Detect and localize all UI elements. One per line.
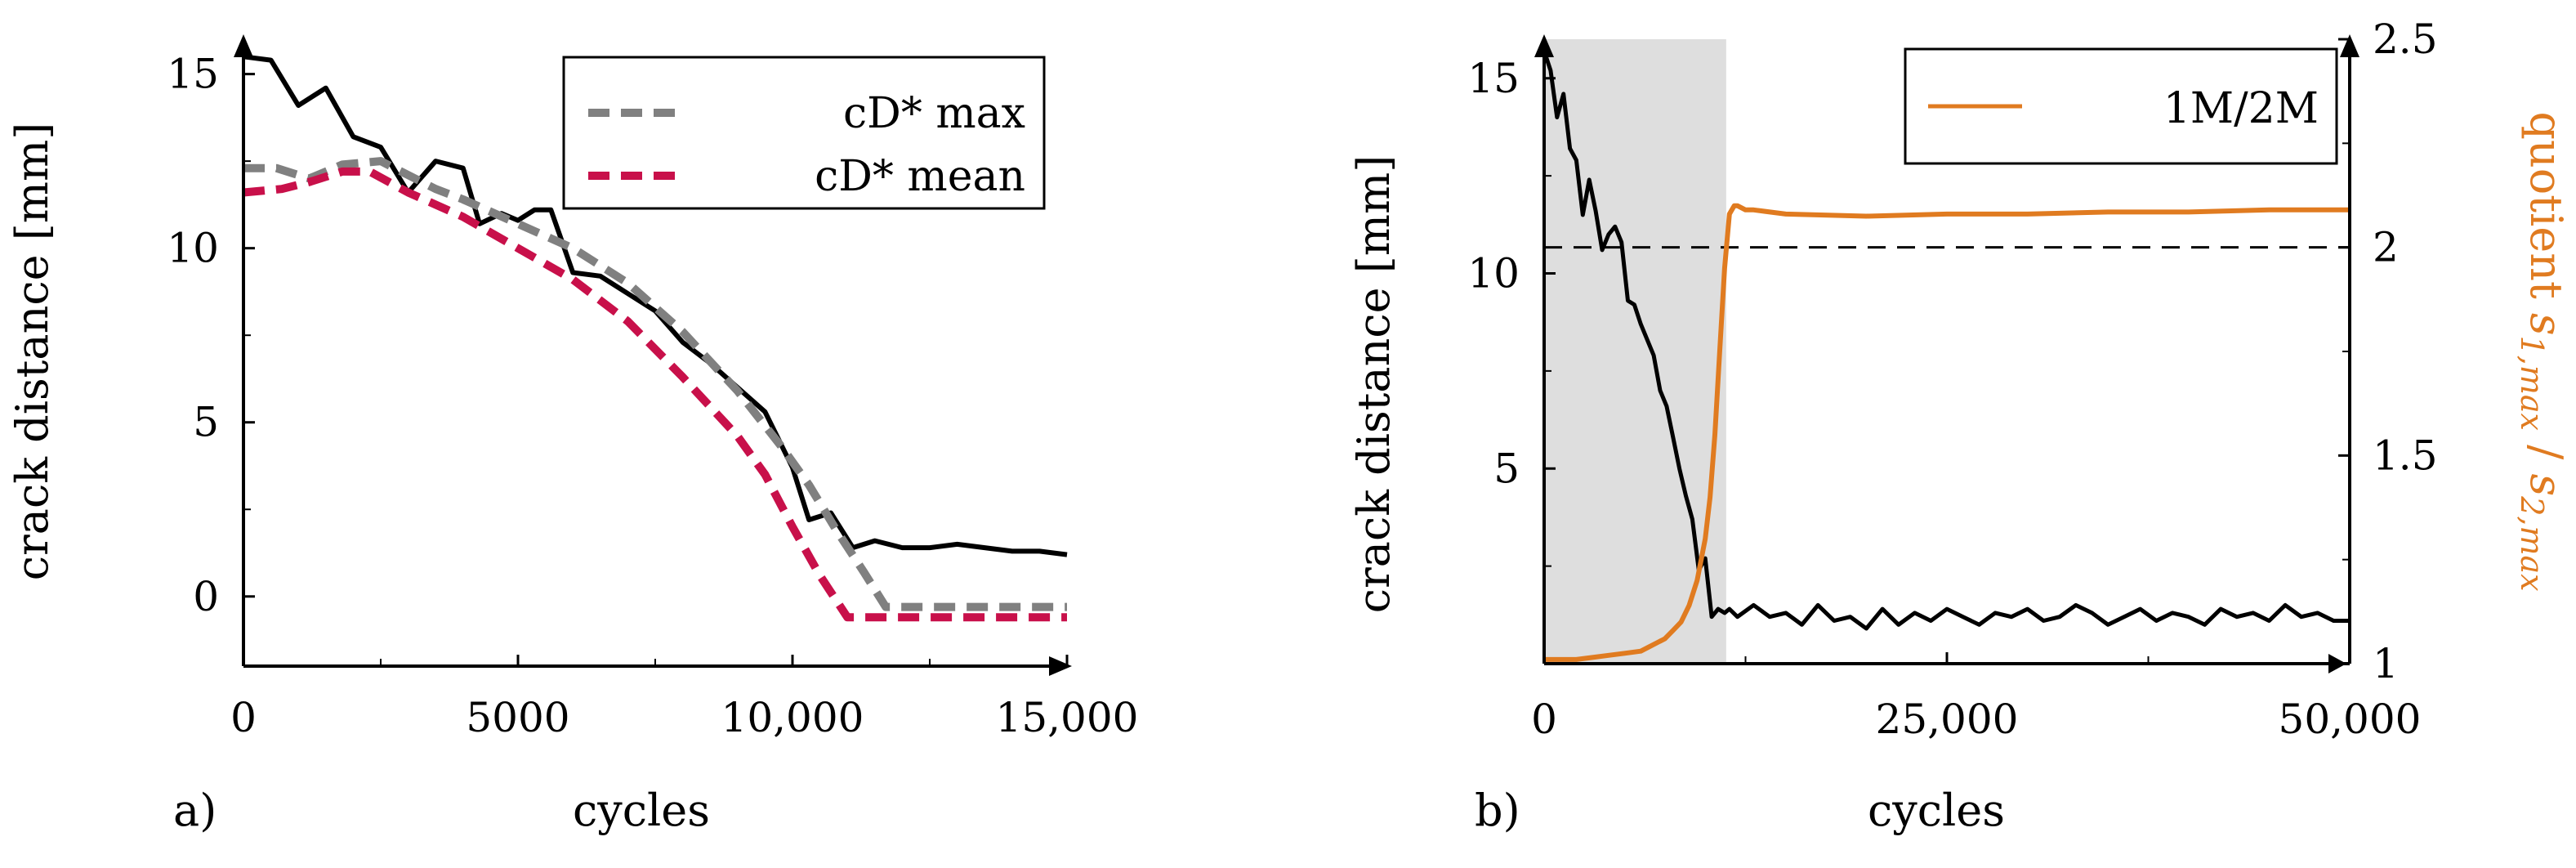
- a-legend-box: [562, 56, 1046, 210]
- b-series-line-1: [1544, 203, 2350, 662]
- b-y2-label-part-slash: /: [2520, 431, 2572, 474]
- a-x-tick-label: 10,000: [721, 694, 864, 741]
- b-axes: [1534, 34, 2359, 673]
- a-legend-label-max: cD* max: [843, 89, 1025, 138]
- b-x-tick-label: 25,000: [1876, 696, 2019, 743]
- b-y2-label-part-sub2: 2,max: [2514, 495, 2550, 591]
- a-x-axis-label: cycles: [573, 785, 710, 836]
- a-series-group: [243, 54, 1068, 622]
- a-y-axis-label: crack distance [mm]: [7, 123, 58, 581]
- a-legend: cD* max cD* mean: [562, 56, 1046, 210]
- b-legend-label-quotient: 1M/2M: [2163, 84, 2319, 133]
- a-y-tick-label: 5: [193, 399, 219, 446]
- a-x-axis-arrow: [1049, 656, 1072, 676]
- b-y2-tick-label: 2: [2373, 224, 2399, 271]
- b-x-tick-label: 50,000: [2279, 696, 2422, 743]
- a-series-line-1: [243, 157, 1067, 611]
- b-x-tick-label: 0: [1531, 696, 1557, 743]
- b-x-axis-arrow: [2328, 654, 2346, 673]
- a-y-tick-label: 0: [193, 573, 219, 620]
- b-y2-label-part-sub1: 1,max: [2514, 336, 2550, 431]
- b-y-axis-arrow: [1534, 34, 1554, 57]
- b-y2-label-part-quotient: quotient: [2520, 111, 2572, 312]
- b-y-tick-label: 10: [1467, 250, 1520, 298]
- b-panel-label: b): [1475, 785, 1520, 836]
- b-y-axis-label: crack distance [mm]: [1348, 155, 1400, 614]
- a-x-tick-label: 5000: [466, 694, 569, 741]
- a-series-line-2: [243, 167, 1067, 622]
- b-legend: 1M/2M: [1904, 47, 2338, 165]
- b-y-tick-label: 5: [1493, 445, 1520, 492]
- b-y2-tick-label: 2.5: [2373, 16, 2438, 63]
- b-tick-labels: 0 25,000 50,000 5 10 15 1 1.5 2 2.5: [1467, 16, 2437, 743]
- a-tick-labels: 0 5000 10,000 15,000 0 5 10 15: [167, 51, 1138, 741]
- b-y2-axis-arrow: [2340, 34, 2359, 57]
- a-x-tick-label: 0: [230, 694, 257, 741]
- a-legend-label-mean: cD* mean: [815, 152, 1025, 201]
- b-y2-axis-label: quotient s1,max / s2,max: [2514, 111, 2572, 591]
- b-y2-tick-label: 1.5: [2373, 432, 2438, 479]
- a-panel-label: a): [173, 785, 217, 836]
- a-series-line-0: [243, 54, 1068, 557]
- b-y-tick-label: 15: [1467, 55, 1520, 102]
- b-series-group: [1542, 50, 2350, 662]
- panel-b-chart: 0 25,000 50,000 5 10 15 1 1.5 2 2.5 crack distanc…: [1348, 16, 2572, 836]
- a-x-tick-label: 15,000: [996, 694, 1139, 741]
- b-y2-label-part-s1: s: [2520, 313, 2572, 336]
- b-series-line-0: [1542, 50, 2350, 631]
- panel-a-chart: 0 5000 10,000 15,000 0 5 10 15 crack distance […: [7, 34, 1138, 836]
- b-y2-tick-label: 1: [2373, 640, 2399, 687]
- a-y-tick-label: 15: [167, 51, 219, 98]
- a-axes: [234, 34, 1072, 676]
- b-y2-label-part-s2: s: [2520, 473, 2572, 496]
- b-x-axis-label: cycles: [1868, 785, 2005, 836]
- a-y-tick-label: 10: [167, 225, 219, 272]
- a-y-axis-arrow: [234, 34, 253, 57]
